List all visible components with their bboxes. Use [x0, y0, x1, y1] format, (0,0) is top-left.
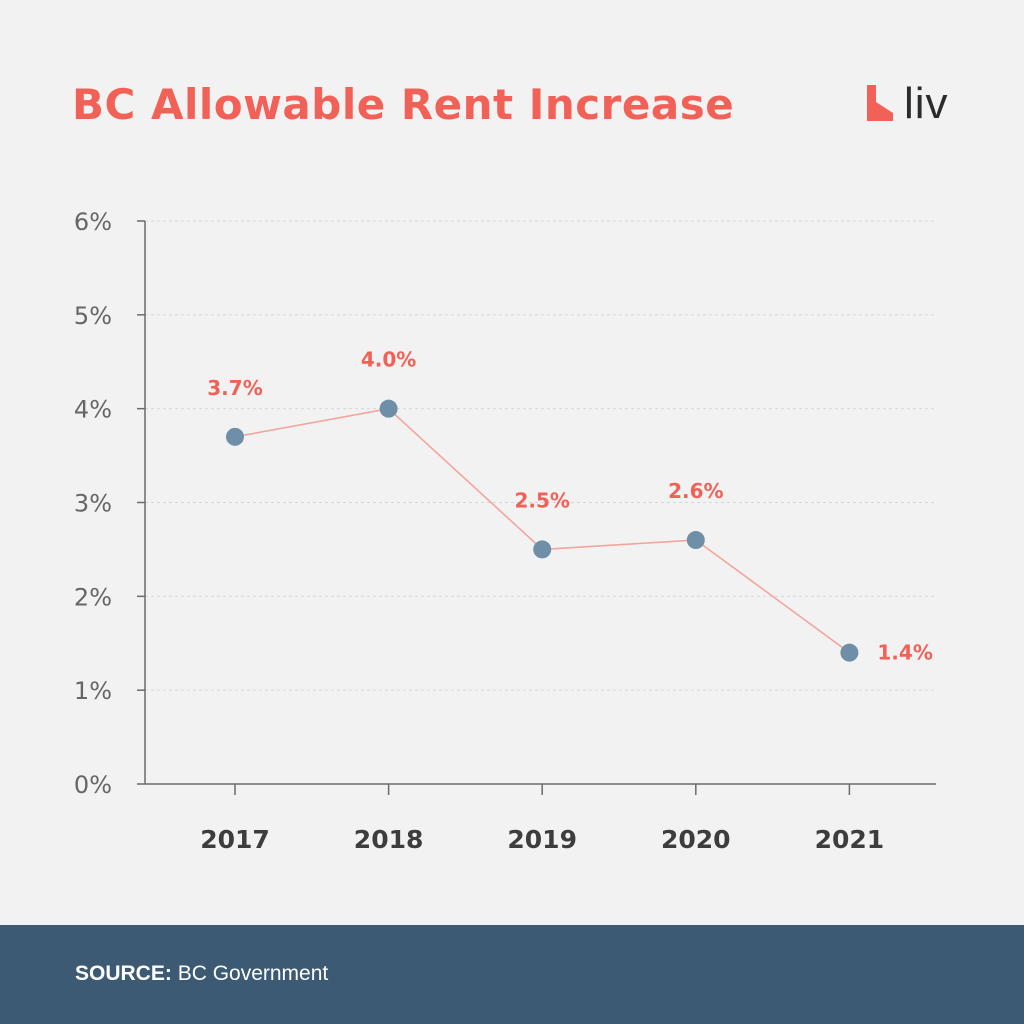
logo-text: liv — [904, 79, 949, 128]
data-label-2020: 2.6% — [668, 479, 723, 503]
x-tick-labels: 2017 2018 2019 2020 2021 — [200, 825, 884, 854]
y-tick-label: 0% — [74, 771, 112, 799]
x-tick-label-2019: 2019 — [507, 825, 577, 854]
line-segment — [388, 408, 543, 551]
x-tick-label-2020: 2020 — [661, 825, 731, 854]
data-point-2019 — [533, 540, 552, 559]
axes — [137, 220, 936, 795]
data-label-2018: 4.0% — [361, 348, 416, 372]
data-label-2017: 3.7% — [207, 376, 262, 400]
source-text: SOURCE: BC Government — [75, 962, 328, 986]
gridlines — [145, 220, 936, 691]
source-label: SOURCE: — [75, 961, 172, 985]
y-tick-label: 6% — [74, 208, 112, 236]
line-segment — [695, 539, 850, 654]
chart-title: BC Allowable Rent Increase — [72, 80, 735, 129]
data-point-2017 — [226, 427, 244, 446]
source-value: BC Government — [177, 961, 329, 985]
y-tick-label: 4% — [74, 396, 112, 424]
x-tick-label-2017: 2017 — [200, 825, 270, 854]
data-label-2019: 2.5% — [514, 488, 569, 512]
line-chart: 0% 1% 2% 3% 4% 5% 6% 2017 2018 2019 2020 2021 3.7%… — [74, 208, 936, 854]
y-tick-label: 2% — [74, 583, 112, 611]
data-point-2020 — [686, 531, 705, 550]
line-segment — [234, 407, 389, 438]
series-line — [234, 407, 850, 654]
data-points — [226, 399, 859, 662]
y-tick-label: 5% — [74, 302, 112, 330]
brand-logo: liv — [866, 79, 949, 128]
data-point-2021 — [840, 643, 859, 662]
line-segment — [542, 539, 696, 551]
y-tick-labels: 0% 1% 2% 3% 4% 5% 6% — [74, 208, 112, 799]
data-point-2018 — [379, 399, 398, 418]
source-footer: SOURCE: BC Government — [0, 925, 1024, 1024]
y-tick-label: 1% — [74, 677, 112, 705]
x-tick-label-2021: 2021 — [815, 825, 885, 854]
data-labels: 3.7% 4.0% 2.5% 2.6% 1.4% — [207, 348, 933, 665]
x-tick-label-2018: 2018 — [354, 825, 424, 854]
liv-logo-icon — [867, 85, 893, 121]
data-label-2021: 1.4% — [877, 641, 932, 665]
y-tick-label: 3% — [74, 490, 112, 518]
